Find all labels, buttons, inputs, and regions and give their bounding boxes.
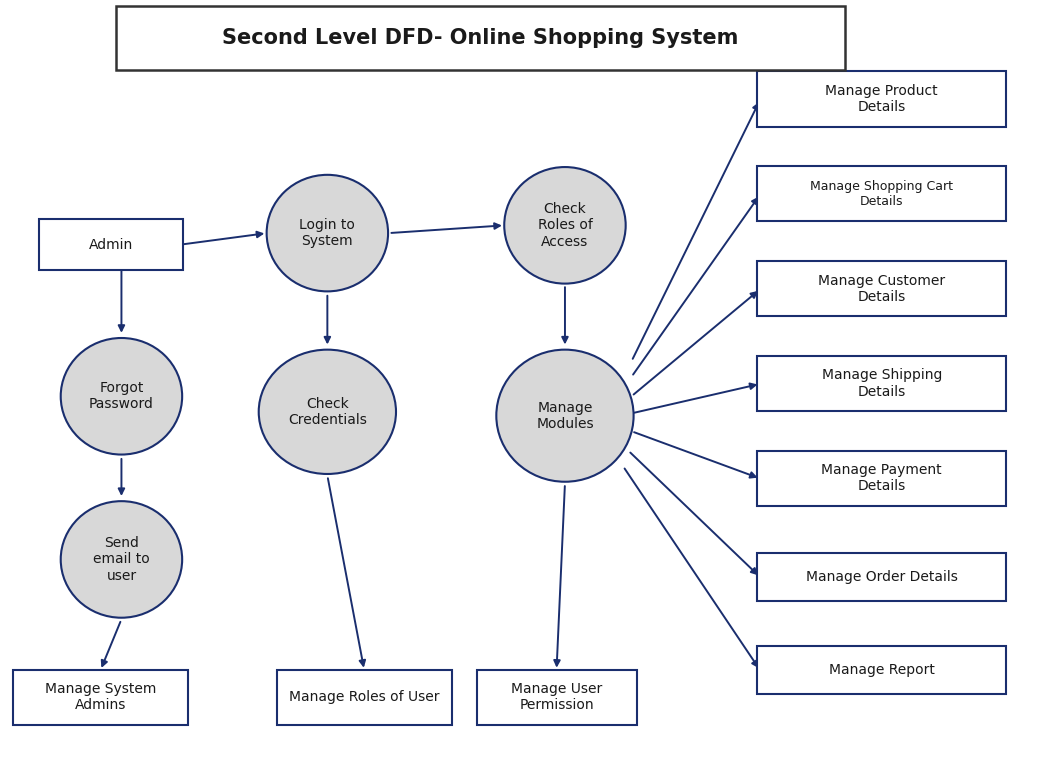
Text: Send
email to
user: Send email to user <box>93 536 150 583</box>
Text: Login to
System: Login to System <box>300 218 355 248</box>
Text: Manage Customer
Details: Manage Customer Details <box>818 274 945 304</box>
Text: Check
Roles of
Access: Check Roles of Access <box>538 202 592 249</box>
Text: Second Level DFD- Online Shopping System: Second Level DFD- Online Shopping System <box>223 28 738 48</box>
Text: Forgot
Password: Forgot Password <box>89 382 154 411</box>
Ellipse shape <box>61 501 183 618</box>
Ellipse shape <box>266 175 389 291</box>
FancyBboxPatch shape <box>39 219 183 270</box>
Ellipse shape <box>496 350 634 482</box>
Ellipse shape <box>61 338 183 455</box>
Text: Manage Product
Details: Manage Product Details <box>826 84 938 114</box>
Text: Manage Payment
Details: Manage Payment Details <box>822 463 942 493</box>
FancyBboxPatch shape <box>757 451 1006 506</box>
Text: Manage Shopping Cart
Details: Manage Shopping Cart Details <box>810 179 954 208</box>
FancyBboxPatch shape <box>757 71 1006 127</box>
Ellipse shape <box>259 350 396 474</box>
Text: Manage System
Admins: Manage System Admins <box>44 682 156 713</box>
Text: Manage Roles of User: Manage Roles of User <box>289 690 439 705</box>
FancyBboxPatch shape <box>13 670 188 725</box>
FancyBboxPatch shape <box>477 670 637 725</box>
Text: Manage Order Details: Manage Order Details <box>806 570 958 584</box>
Text: Manage Report: Manage Report <box>829 663 935 678</box>
Ellipse shape <box>505 167 625 284</box>
Text: Check
Credentials: Check Credentials <box>288 397 366 427</box>
FancyBboxPatch shape <box>757 356 1006 411</box>
FancyBboxPatch shape <box>757 166 1006 221</box>
Text: Manage User
Permission: Manage User Permission <box>511 682 603 713</box>
FancyBboxPatch shape <box>277 670 452 725</box>
FancyBboxPatch shape <box>757 553 1006 601</box>
Text: Manage Shipping
Details: Manage Shipping Details <box>822 368 942 399</box>
FancyBboxPatch shape <box>116 6 845 70</box>
Text: Manage
Modules: Manage Modules <box>536 401 593 430</box>
FancyBboxPatch shape <box>757 646 1006 694</box>
FancyBboxPatch shape <box>757 261 1006 316</box>
Text: Admin: Admin <box>89 238 133 252</box>
